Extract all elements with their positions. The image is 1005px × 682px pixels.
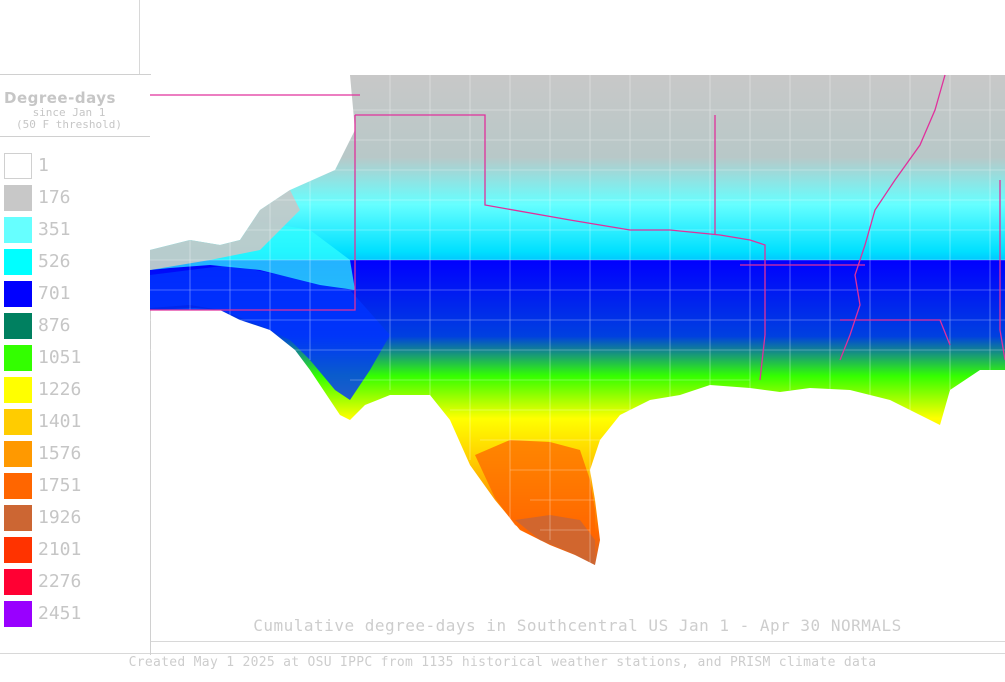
legend-label: 526 <box>38 251 71 272</box>
legend-label: 351 <box>38 219 71 240</box>
legend-label: 876 <box>38 315 71 336</box>
legend-label: 1751 <box>38 475 82 496</box>
county-grid <box>150 75 1005 565</box>
legend-subtitle-threshold: (50 F threshold) <box>16 118 122 131</box>
legend-label: 1926 <box>38 507 82 528</box>
map-title: Cumulative degree-days in Southcentral U… <box>253 616 902 635</box>
legend-label: 1051 <box>38 347 82 368</box>
legend-swatch <box>4 185 32 211</box>
legend-swatch <box>4 281 32 307</box>
legend-swatch <box>4 249 32 275</box>
legend-subtitle-since: since Jan 1 <box>32 106 106 119</box>
legend-swatch <box>4 313 32 339</box>
legend-label: 2451 <box>38 603 82 624</box>
legend-swatch <box>4 345 32 371</box>
frame-vertical-divider <box>139 0 140 74</box>
boundary-red-river <box>719 234 766 335</box>
legend-label: 176 <box>38 187 71 208</box>
southwest-blue-band <box>150 265 390 400</box>
legend-swatch <box>4 409 32 435</box>
frame-bottom-rule <box>150 641 1005 642</box>
legend-panel: Degree-days since Jan 1 (50 F threshold)… <box>0 74 151 655</box>
northwest-gray-zone <box>150 190 300 270</box>
legend-swatch <box>4 569 32 595</box>
boundary-ms-al <box>999 180 1005 361</box>
boundary-tx-la <box>759 334 766 381</box>
legend-swatch <box>4 505 32 531</box>
boundary-la-ms <box>840 319 951 346</box>
legend-swatch <box>4 537 32 563</box>
legend-label: 701 <box>38 283 71 304</box>
legend-separator <box>0 136 150 137</box>
legend-swatch <box>4 601 32 627</box>
land-fill <box>150 75 1005 310</box>
legend-title: Degree-days <box>4 89 116 107</box>
legend-swatch <box>4 217 32 243</box>
legend-swatch <box>4 377 32 403</box>
deep-south-texas <box>515 515 595 565</box>
degree-day-map <box>150 70 1005 630</box>
boundary-nm-tx <box>150 115 356 311</box>
legend-label: 1576 <box>38 443 82 464</box>
boundary-panhandle <box>355 114 721 236</box>
legend-swatch <box>4 441 32 467</box>
legend-label: 2276 <box>38 571 82 592</box>
frame-credit-rule <box>0 653 1005 654</box>
legend-label: 1401 <box>38 411 82 432</box>
northwest-white-zone <box>150 75 355 250</box>
map-svg <box>150 74 1005 565</box>
legend-swatch <box>4 473 32 499</box>
state-boundaries <box>150 74 1005 381</box>
credit-line: Created May 1 2025 at OSU IPPC from 1135… <box>128 655 877 670</box>
legend-label: 1 <box>38 155 49 176</box>
legend-label: 2101 <box>38 539 82 560</box>
legend-label: 1226 <box>38 379 82 400</box>
legend-swatch <box>4 153 32 179</box>
